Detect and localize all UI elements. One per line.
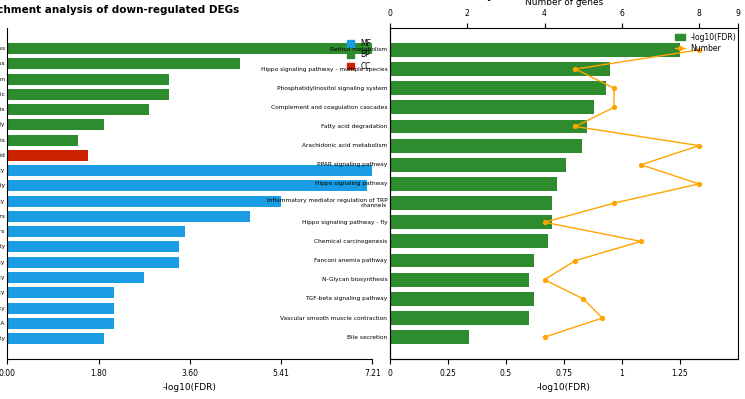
Bar: [390, 62, 610, 76]
Bar: [390, 43, 679, 57]
Bar: [7, 272, 144, 283]
Bar: [7, 196, 281, 207]
Bar: [7, 241, 180, 253]
Bar: [7, 333, 104, 344]
Bar: [390, 273, 529, 286]
Legend: MF, BP, CC: MF, BP, CC: [343, 36, 375, 74]
X-axis label: -log10(FDR): -log10(FDR): [537, 383, 591, 392]
Bar: [7, 180, 367, 192]
Bar: [390, 196, 552, 210]
Bar: [390, 330, 469, 344]
Bar: [390, 292, 533, 306]
Bar: [7, 257, 180, 268]
X-axis label: Number of genes: Number of genes: [524, 0, 603, 7]
Bar: [7, 318, 114, 329]
Bar: [7, 211, 250, 222]
Bar: [7, 165, 372, 176]
Bar: [390, 254, 533, 267]
Legend: -log10(FDR), Number: -log10(FDR), Number: [672, 30, 740, 56]
Bar: [7, 119, 104, 130]
Bar: [390, 81, 606, 95]
Bar: [7, 104, 149, 115]
Text: KEGG enrichment analysis of down-regulated DEGs: KEGG enrichment analysis of down-regulat…: [355, 0, 656, 2]
Bar: [390, 101, 594, 114]
Bar: [7, 73, 169, 85]
Text: B: B: [286, 0, 295, 2]
Bar: [390, 311, 529, 325]
Bar: [7, 287, 114, 298]
Bar: [390, 139, 583, 152]
Bar: [7, 150, 89, 161]
Bar: [7, 43, 372, 54]
Text: GO enrichment analysis of down-regulated DEGs: GO enrichment analysis of down-regulated…: [0, 5, 239, 15]
Bar: [390, 215, 552, 229]
X-axis label: -log10(FDR): -log10(FDR): [163, 383, 217, 392]
Bar: [390, 158, 566, 172]
Bar: [390, 235, 548, 248]
Bar: [7, 226, 185, 237]
Bar: [390, 120, 587, 133]
Bar: [390, 177, 557, 191]
Bar: [7, 58, 240, 69]
Bar: [7, 134, 78, 146]
Bar: [7, 302, 114, 314]
Bar: [7, 89, 169, 100]
